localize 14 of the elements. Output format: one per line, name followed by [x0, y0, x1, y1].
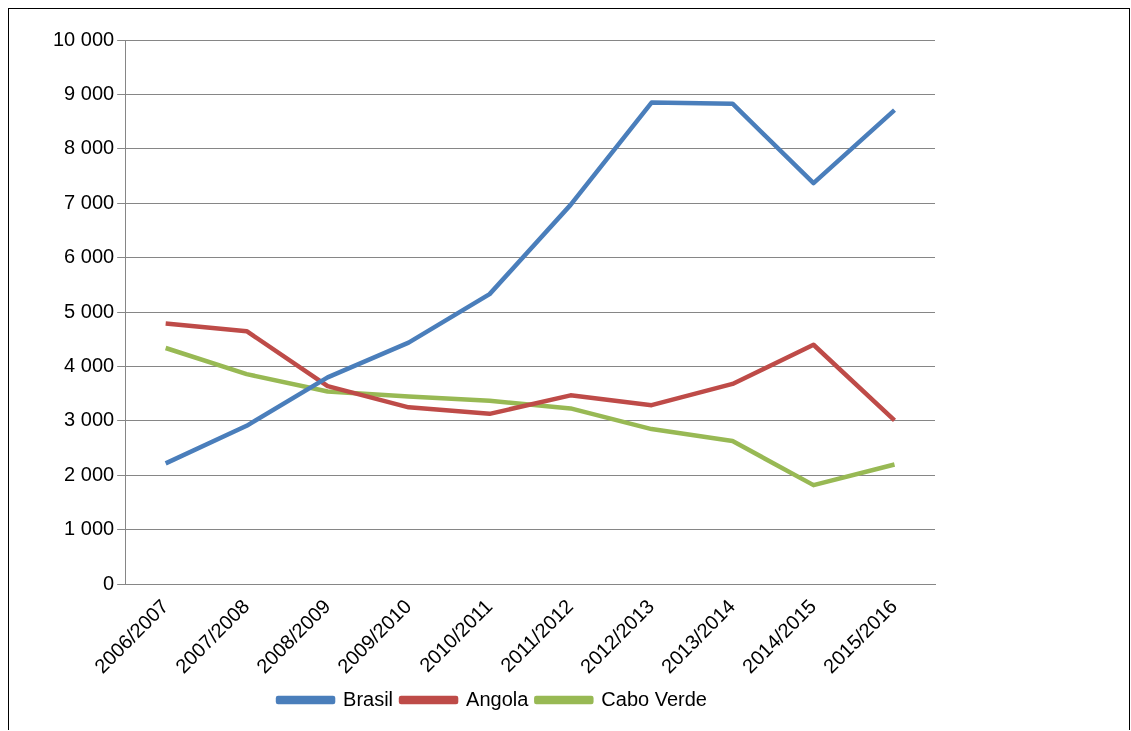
y-tick-label: 5 000 — [64, 299, 115, 322]
y-tick-label: 6 000 — [64, 245, 115, 268]
y-tick-label: 4 000 — [64, 354, 115, 377]
legend-label: Cabo Verde — [601, 687, 707, 710]
y-tick-label: 1 000 — [64, 517, 115, 540]
y-tick-label: 10 000 — [53, 27, 115, 50]
y-tick-label: 7 000 — [64, 190, 115, 213]
legend-label: Angola — [466, 687, 530, 710]
legend-label: Brasil — [343, 687, 394, 710]
y-tick-label: 0 — [103, 571, 115, 594]
y-tick-label: 9 000 — [64, 81, 115, 104]
y-tick-label: 8 000 — [64, 136, 115, 159]
y-tick-label: 3 000 — [64, 408, 115, 431]
y-tick-label: 2 000 — [64, 462, 115, 485]
